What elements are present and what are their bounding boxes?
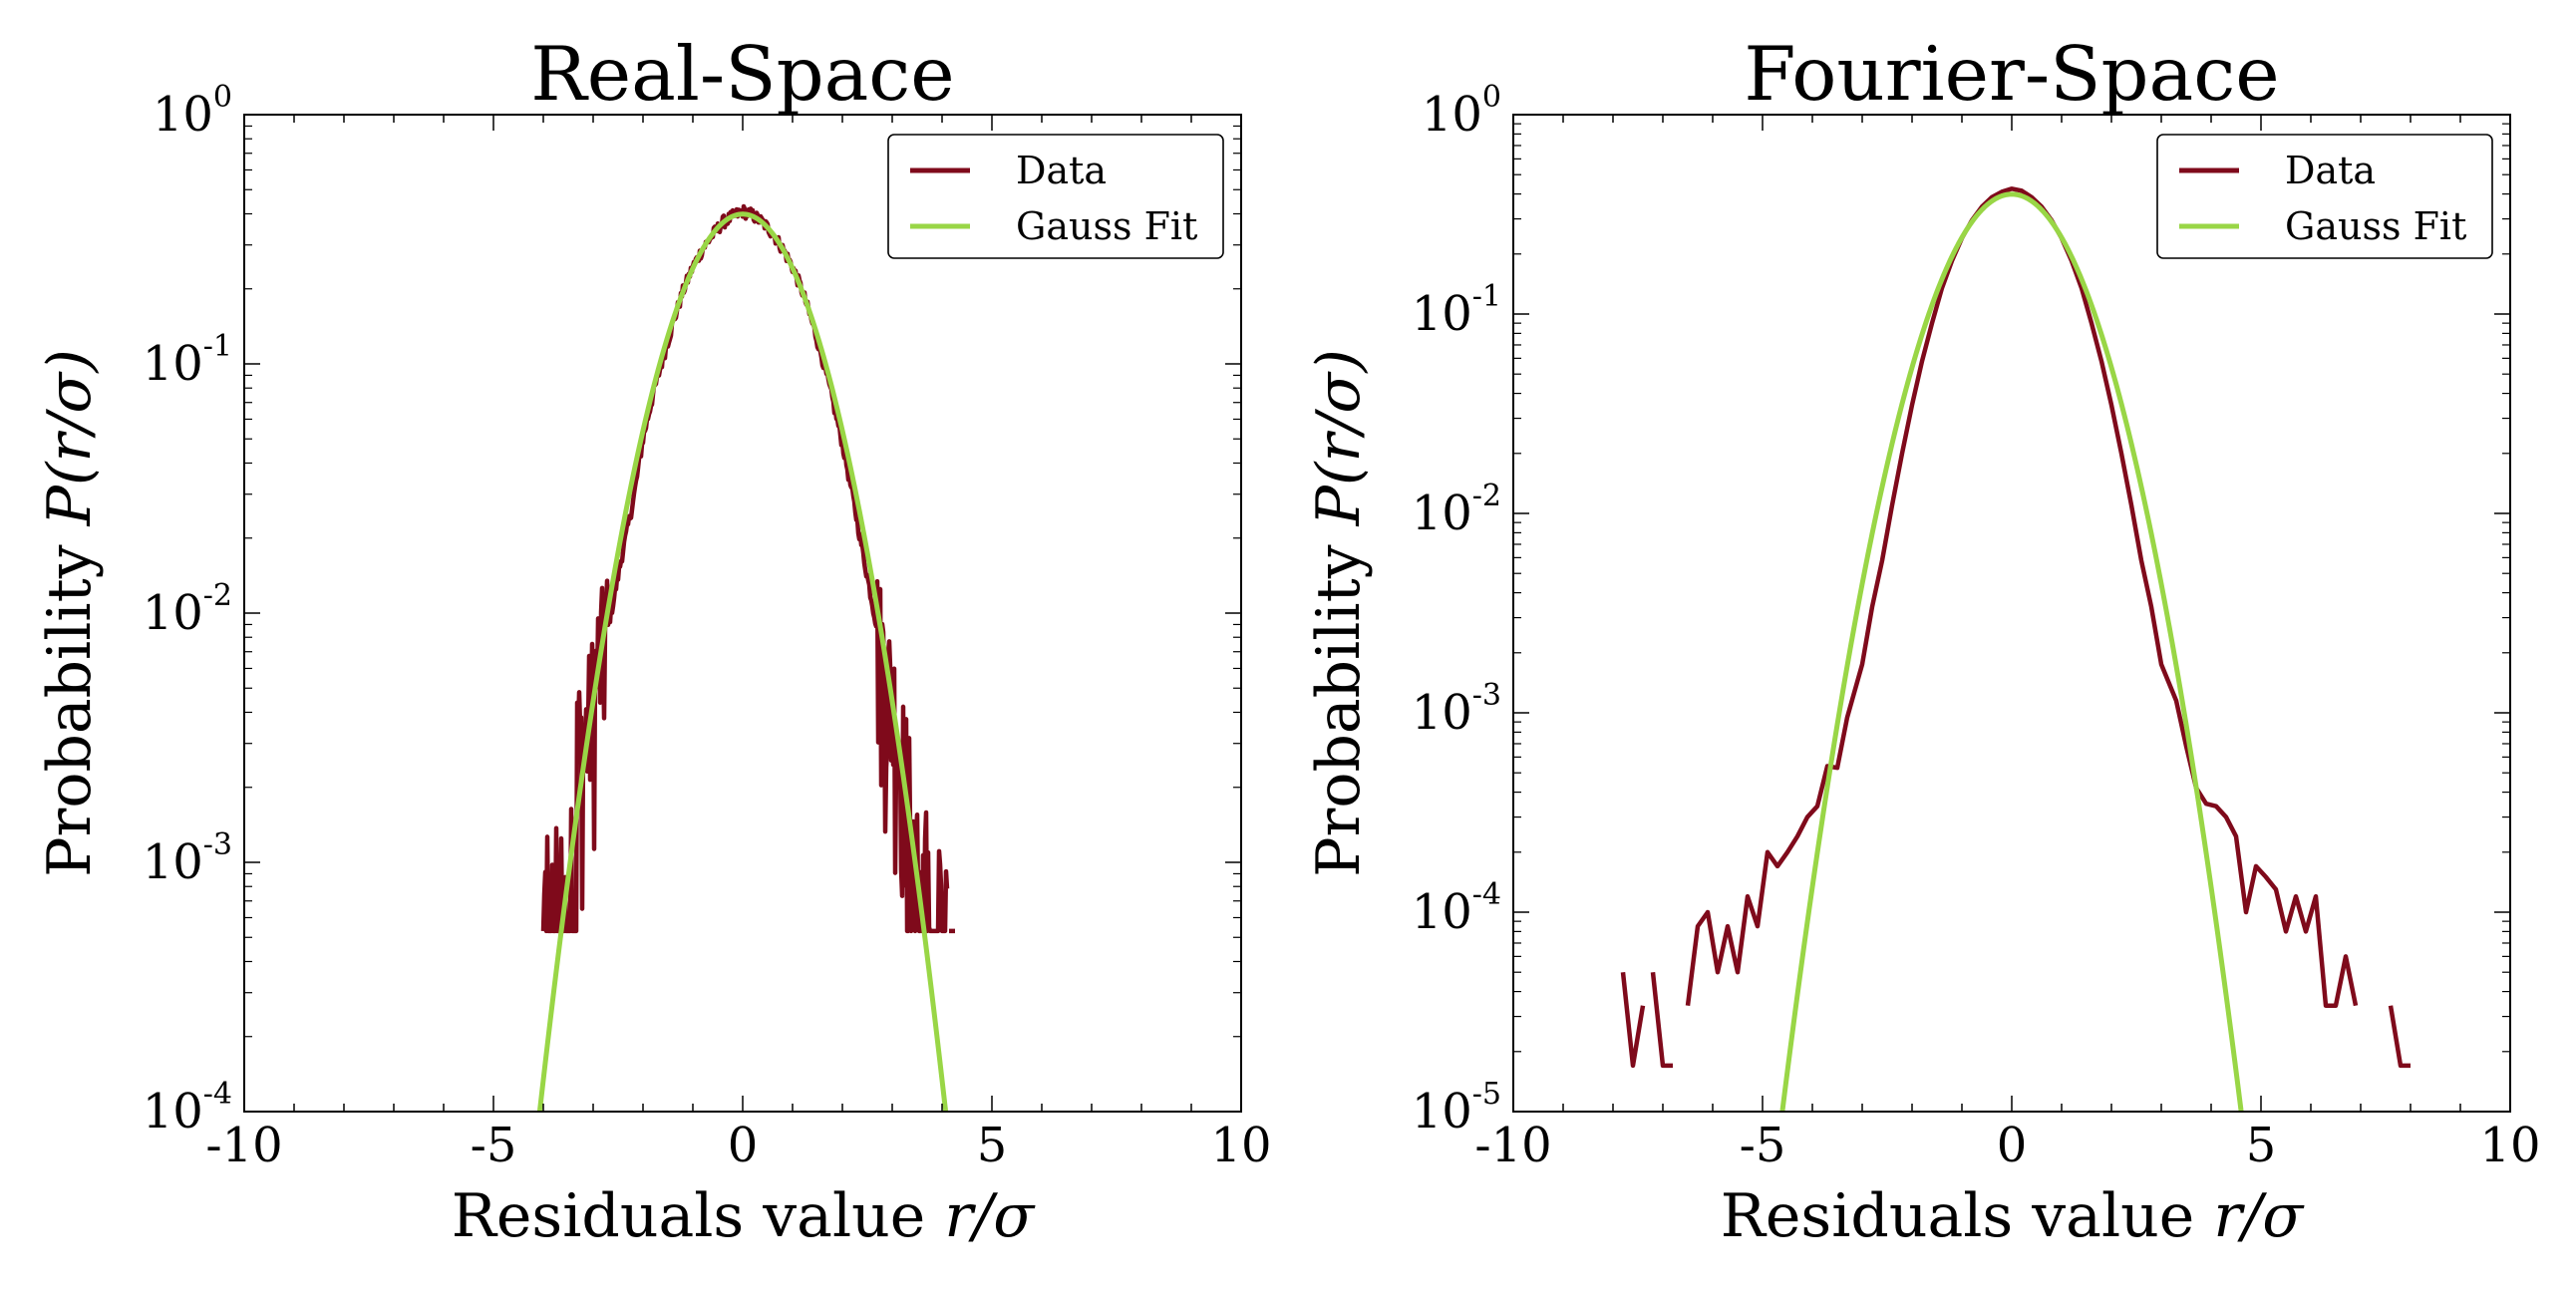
y-tick-base: 10 [143, 834, 203, 890]
legend-label: Data [1016, 149, 1107, 192]
y-tick-base: 10 [1412, 884, 1472, 940]
x-tick-label: 0 [728, 1118, 759, 1173]
x-tick-label: 5 [977, 1118, 1008, 1173]
legend-box [887, 134, 1224, 259]
x-tick-label: -5 [1740, 1118, 1786, 1173]
y-tick-exponent: -2 [203, 578, 232, 613]
y-tick-exponent: -4 [203, 1077, 232, 1112]
y-tick-label: 10-4 [143, 1077, 232, 1139]
series-data-line [540, 203, 955, 934]
y-tick-exponent: 0 [213, 80, 232, 115]
y-tick-label: 10-3 [1412, 678, 1501, 741]
real-space-panel: Real-Space-10 -5 0 5 1010010-110-210-310-4Re… [35, 30, 1272, 1251]
y-tick-base: 10 [1412, 1084, 1472, 1139]
plot-frame [243, 114, 1242, 1113]
series-gauss-fit-line [1779, 191, 2244, 1112]
x-axis-label-text: Residuals value [1721, 1181, 2214, 1251]
legend: Data Gauss Fit [2156, 134, 2493, 259]
chart-title: Fourier-Space [1744, 30, 2279, 118]
y-tick-exponent: -1 [203, 329, 232, 364]
series-layer [1620, 186, 2411, 1112]
y-tick-label: 10-5 [1412, 1077, 1501, 1139]
x-tick-label: -10 [1474, 1118, 1551, 1173]
x-axis-label-math: r/σ [944, 1181, 1036, 1251]
x-axis-label-math: r/σ [2213, 1181, 2305, 1251]
y-tick-label: 10-1 [1412, 279, 1501, 342]
legend-label: Gauss Fit [2285, 204, 2466, 248]
y-tick-base: 10 [1412, 486, 1472, 541]
y-tick-label: 10-2 [143, 578, 232, 641]
y-axis-label-text: Probability [35, 525, 105, 876]
x-tick-label: 5 [2246, 1118, 2277, 1173]
y-tick-label: 100 [153, 80, 232, 143]
series-layer [536, 203, 955, 1112]
y-tick-exponent: -5 [1472, 1077, 1501, 1112]
y-axis-label: Probability P(r/σ) [1304, 349, 1374, 876]
y-tick-exponent: -1 [1472, 279, 1501, 314]
y-tick-exponent: -2 [1472, 479, 1501, 513]
y-tick-exponent: 0 [1482, 80, 1501, 115]
y-tick-base: 10 [143, 1084, 203, 1139]
y-tick-label: 10-1 [143, 329, 232, 392]
y-tick-label: 100 [1422, 80, 1501, 143]
y-tick-exponent: -3 [203, 827, 232, 862]
fourier-space-panel: Fourier-Space-10 -5 0 5 1010010-110-210-310-… [1304, 30, 2541, 1251]
y-tick-base: 10 [153, 87, 213, 143]
x-axis-label: Residuals value r/σ [1721, 1181, 2306, 1251]
y-tick-base: 10 [1412, 685, 1472, 741]
x-tick-label: 10 [1210, 1118, 1271, 1173]
y-tick-base: 10 [1412, 286, 1472, 342]
x-axis-label: Residuals value r/σ [452, 1181, 1037, 1251]
y-axis-label-math: P(r/σ) [35, 349, 105, 526]
legend-label: Gauss Fit [1016, 204, 1197, 248]
series-data-line [1620, 186, 2411, 1069]
y-tick-base: 10 [143, 336, 203, 392]
y-axis-label-text: Probability [1304, 525, 1374, 876]
legend-label: Data [2285, 149, 2376, 192]
y-tick-base: 10 [1422, 87, 1482, 143]
y-axis-label-math: P(r/σ) [1304, 349, 1374, 526]
y-axis-label: Probability P(r/σ) [35, 349, 105, 876]
legend: Data Gauss Fit [887, 134, 1224, 259]
y-tick-label: 10-3 [143, 827, 232, 890]
chart-title: Real-Space [530, 30, 954, 118]
x-tick-label: -10 [205, 1118, 282, 1173]
series-gauss-fit-line [536, 211, 949, 1112]
y-tick-exponent: -3 [1472, 678, 1501, 713]
x-axis-label-text: Residuals value [452, 1181, 945, 1251]
y-tick-label: 10-4 [1412, 877, 1501, 940]
legend-box [2156, 134, 2493, 259]
x-tick-label: -5 [471, 1118, 517, 1173]
x-tick-label: 0 [1997, 1118, 2028, 1173]
y-tick-label: 10-2 [1412, 479, 1501, 541]
y-tick-base: 10 [143, 585, 203, 641]
x-tick-label: 10 [2479, 1118, 2540, 1173]
y-tick-exponent: -4 [1472, 877, 1501, 912]
plot-frame [1512, 114, 2511, 1113]
